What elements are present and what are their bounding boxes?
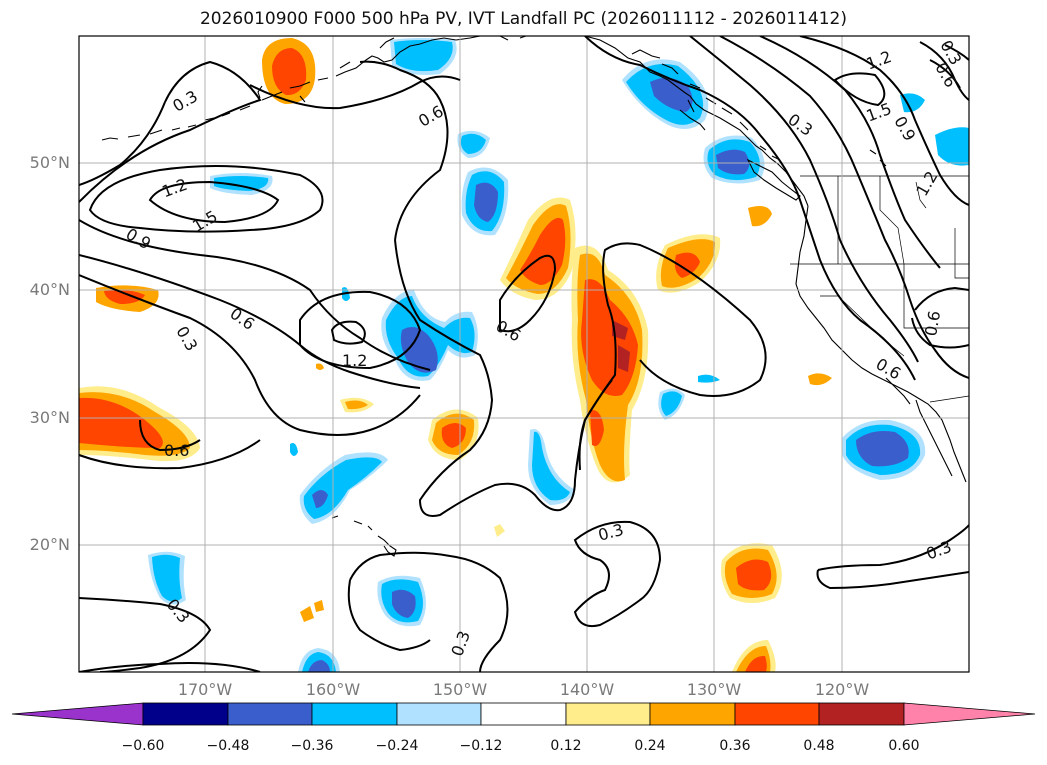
lat-label-50n: 50°N [29, 153, 70, 172]
contour-label: 0.6 [921, 309, 944, 337]
colorbar-tick-label: −0.48 [206, 738, 250, 754]
colorbar-segment [227, 702, 313, 726]
colorbar-tick-label: 0.24 [634, 738, 666, 754]
pv-contours [79, 36, 969, 672]
colorbar-segment [396, 702, 482, 726]
lon-label-130w: 130°W [686, 680, 742, 699]
lon-label-140w: 140°W [559, 680, 615, 699]
contour-label: 1.2 [342, 351, 367, 370]
map-plot-area: 0.3 0.6 1.2 1.5 0.9 0.6 1.2 0.6 0.3 0.6 … [79, 36, 969, 672]
contour-label: 0.6 [164, 441, 189, 460]
colorbar-tick-label: −0.12 [459, 738, 503, 754]
colorbar-tick-label: −0.24 [375, 738, 419, 754]
colorbar-segment [649, 702, 736, 726]
lon-label-170w: 170°W [177, 680, 233, 699]
colorbar-segment [311, 702, 398, 726]
colorbar-segment [565, 702, 651, 726]
colorbar-underflow [11, 702, 144, 726]
colorbar-tick-label: −0.60 [121, 738, 165, 754]
map-title: 2026010900 F000 500 hPa PV, IVT Landfall… [199, 9, 847, 29]
colorbar-tick-label: 0.36 [719, 738, 751, 754]
colorbar-tick-label: 0.60 [888, 738, 920, 754]
coastlines [101, 36, 967, 557]
lat-label-40n: 40°N [29, 280, 70, 299]
colorbar-overflow [903, 702, 1036, 726]
lat-label-20n: 20°N [29, 535, 70, 554]
colorbar [11, 702, 1036, 726]
colorbar-tick-label: −0.36 [290, 738, 334, 754]
colorbar-tick-label: 0.12 [550, 738, 582, 754]
colorbar-segment [734, 702, 820, 726]
map-frame [78, 35, 970, 673]
lon-label-160w: 160°W [305, 680, 361, 699]
colorbar-segment [480, 702, 567, 726]
lon-label-150w: 150°W [432, 680, 488, 699]
ivt-pc-shading [79, 38, 969, 672]
colorbar-segment [818, 702, 905, 726]
lat-label-30n: 30°N [29, 408, 70, 427]
lon-label-120w: 120°W [814, 680, 870, 699]
colorbar-tick-label: 0.48 [803, 738, 835, 754]
colorbar-segment [142, 702, 229, 726]
